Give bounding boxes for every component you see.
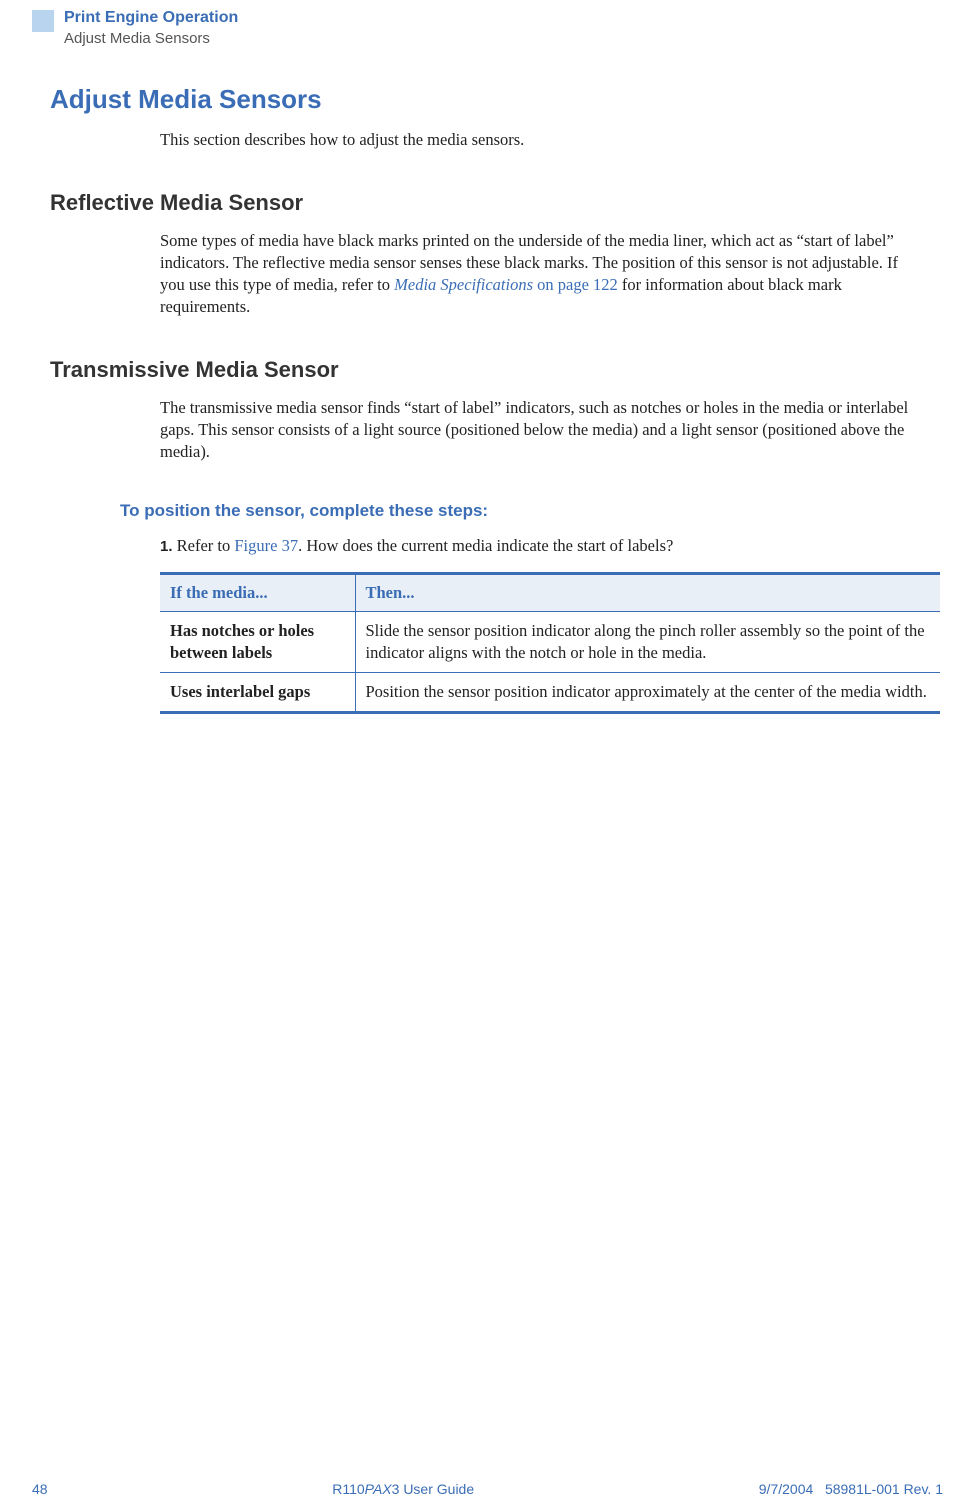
- table-header-row: If the media... Then...: [160, 573, 940, 611]
- header-color-block: [32, 10, 54, 32]
- reflective-heading: Reflective Media Sensor: [50, 190, 925, 216]
- table-cell-action: Position the sensor position indicator a…: [355, 673, 940, 713]
- table-cell-condition: Uses interlabel gaps: [160, 673, 355, 713]
- guide-suffix: 3 User Guide: [392, 1481, 474, 1497]
- transmissive-body: The transmissive media sensor finds “sta…: [160, 397, 925, 464]
- step-1: 1. Refer to Figure 37. How does the curr…: [160, 535, 925, 557]
- guide-ital: PAX: [365, 1481, 392, 1497]
- table-cell-condition: Has notches or holes between labels: [160, 611, 355, 673]
- step1-after: . How does the current media indicate th…: [298, 536, 673, 555]
- page-header: Print Engine Operation Adjust Media Sens…: [0, 0, 975, 48]
- header-section: Adjust Media Sensors: [64, 29, 238, 49]
- main-heading: Adjust Media Sensors: [50, 84, 925, 115]
- figure-link[interactable]: Figure 37: [234, 536, 298, 555]
- intro-text: This section describes how to adjust the…: [160, 129, 925, 151]
- transmissive-heading: Transmissive Media Sensor: [50, 357, 925, 383]
- page-footer: 48 R110PAX3 User Guide 9/7/2004 58981L-0…: [0, 1481, 975, 1497]
- step1-before: Refer to: [173, 536, 235, 555]
- table-header-col2: Then...: [355, 573, 940, 611]
- media-spec-link[interactable]: Media Specifications: [394, 275, 533, 294]
- guide-prefix: R110: [332, 1481, 364, 1497]
- header-chapter: Print Engine Operation: [64, 8, 238, 29]
- footer-right: 9/7/2004 58981L-001 Rev. 1: [759, 1481, 943, 1497]
- table-row: Has notches or holes between labels Slid…: [160, 611, 940, 673]
- table-row: Uses interlabel gaps Position the sensor…: [160, 673, 940, 713]
- footer-guide-title: R110PAX3 User Guide: [332, 1481, 474, 1497]
- footer-date: 9/7/2004: [759, 1481, 814, 1497]
- main-content: Adjust Media Sensors This section descri…: [0, 48, 975, 714]
- table-cell-action: Slide the sensor position indicator alon…: [355, 611, 940, 673]
- reflective-body: Some types of media have black marks pri…: [160, 230, 925, 319]
- media-table: If the media... Then... Has notches or h…: [160, 572, 940, 715]
- header-text-block: Print Engine Operation Adjust Media Sens…: [64, 8, 238, 48]
- footer-docnum: 58981L-001 Rev. 1: [825, 1481, 943, 1497]
- media-spec-page[interactable]: on page 122: [533, 275, 618, 294]
- step-number: 1.: [160, 538, 173, 555]
- table-header-col1: If the media...: [160, 573, 355, 611]
- steps-heading: To position the sensor, complete these s…: [120, 501, 925, 521]
- page-number: 48: [32, 1481, 48, 1497]
